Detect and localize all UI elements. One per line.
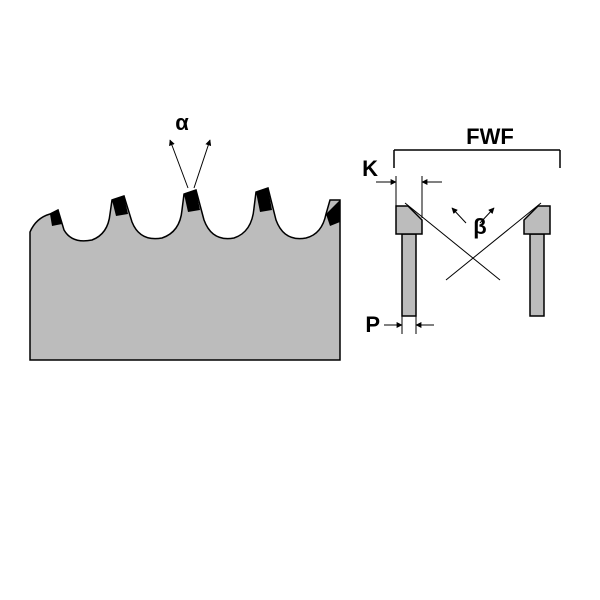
left-tooth — [396, 206, 422, 316]
fwf-label: FWF — [466, 124, 514, 149]
alpha-callout — [170, 140, 210, 188]
right-tooth — [524, 206, 550, 316]
blade-profile — [30, 188, 340, 360]
blade-body — [30, 188, 340, 360]
alpha-label: α — [175, 110, 189, 135]
beta-label: β — [473, 214, 486, 239]
fwf-bracket — [394, 150, 560, 168]
p-dimension — [384, 316, 434, 334]
p-label: P — [365, 312, 380, 337]
diagram-svg: α FWF K — [0, 0, 600, 600]
tooth-cross-sections: FWF K — [362, 124, 560, 337]
k-label: K — [362, 156, 378, 181]
